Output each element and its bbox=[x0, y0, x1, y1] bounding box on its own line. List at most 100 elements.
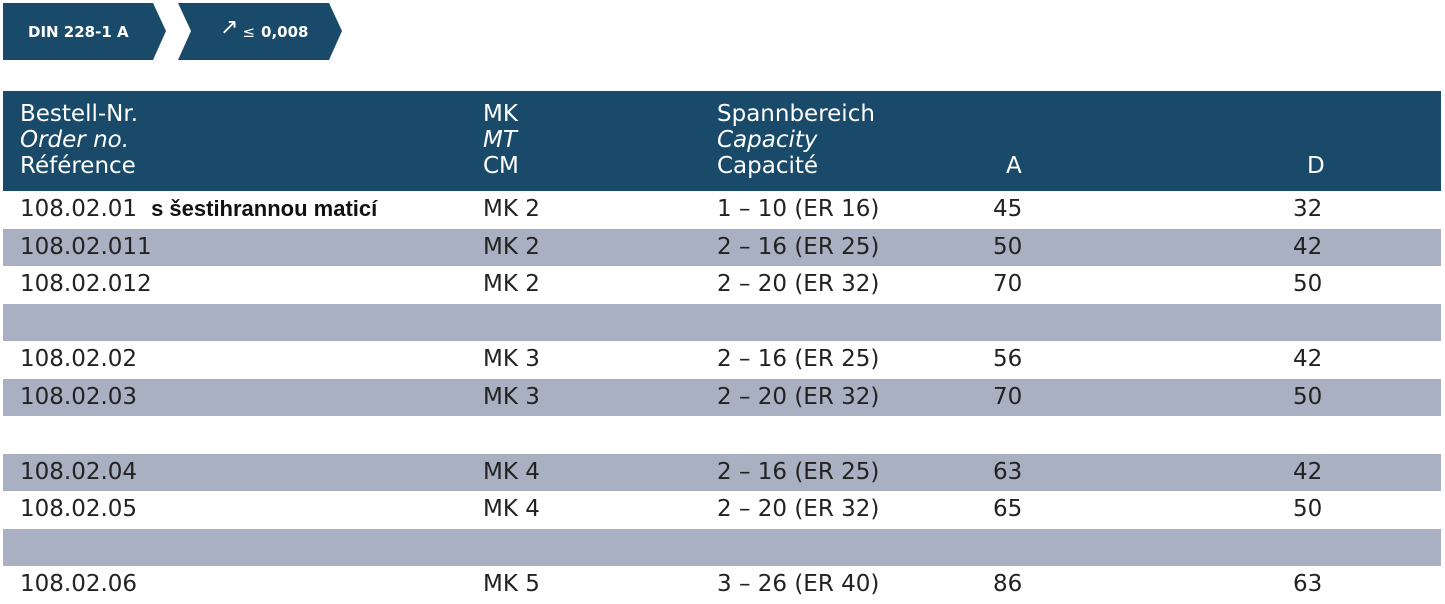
cell-d: 50 bbox=[1293, 496, 1363, 522]
cell-ref-text: 108.02.011 bbox=[20, 233, 152, 260]
cell-ref: 108.02.01 s šestihrannou maticí bbox=[20, 196, 377, 222]
cell-ref: 108.02.012 bbox=[20, 271, 152, 297]
cell-mk: MK 4 bbox=[483, 459, 540, 485]
cell-a: 50 bbox=[993, 234, 1053, 260]
table-row: 108.02.02 MK 3 2 – 16 (ER 25) 56 42 bbox=[3, 341, 1441, 379]
cell-d: 50 bbox=[1293, 384, 1363, 410]
table-row: 108.02.01 s šestihrannou maticí MK 2 1 – 10… bbox=[3, 191, 1441, 229]
cell-capacity: 2 – 16 (ER 25) bbox=[717, 459, 879, 485]
cell-d-text: 63 bbox=[1293, 571, 1323, 597]
cell-ref-text: 108.02.01 bbox=[20, 196, 138, 222]
cell-a: 86 bbox=[993, 571, 1053, 597]
cell-a: 63 bbox=[993, 459, 1053, 485]
cell-d: 42 bbox=[1293, 459, 1363, 485]
table-row: 108.02.06 MK 5 3 – 26 (ER 40) 86 63 bbox=[3, 566, 1441, 604]
cell-ref: 108.02.05 bbox=[20, 496, 137, 522]
cell-mk-text: MK 3 bbox=[483, 346, 540, 372]
cell-a: 56 bbox=[993, 346, 1053, 372]
cell-a-text: 86 bbox=[993, 571, 1023, 597]
standard-tag: DIN 228-1 A bbox=[3, 3, 166, 60]
cell-a: 70 bbox=[993, 384, 1053, 410]
cell-a-text: 65 bbox=[993, 496, 1023, 522]
cell-mk-text: MK 4 bbox=[483, 458, 540, 485]
cell-a-text: 63 bbox=[993, 458, 1023, 485]
cell-mk: MK 4 bbox=[483, 496, 540, 522]
cell-mk: MK 3 bbox=[483, 384, 540, 410]
table-header: Bestell-Nr. Order no. Référence MK MT CM… bbox=[3, 91, 1441, 191]
cell-mk-text: MK 3 bbox=[483, 383, 540, 410]
header-a: A bbox=[1006, 153, 1022, 179]
cell-mk-text: MK 4 bbox=[483, 496, 540, 522]
cell-ref: 108.02.011 bbox=[20, 234, 152, 260]
table-row bbox=[3, 528, 1441, 566]
cell-capacity: 2 – 16 (ER 25) bbox=[717, 234, 879, 260]
cell-capacity: 2 – 16 (ER 25) bbox=[717, 346, 879, 372]
header-mk-de: MK bbox=[483, 101, 518, 127]
row-note: s šestihrannou maticí bbox=[151, 196, 378, 221]
table-row: 108.02.03 MK 3 2 – 20 (ER 32) 70 50 bbox=[3, 378, 1441, 416]
cell-mk-text: MK 2 bbox=[483, 196, 540, 222]
standard-label: DIN 228-1 A bbox=[28, 22, 129, 41]
cell-mk-text: MK 2 bbox=[483, 271, 540, 297]
cell-mk: MK 2 bbox=[483, 196, 540, 222]
header-capacity-fr: Capacité bbox=[717, 153, 819, 179]
cell-capacity-text: 2 – 16 (ER 25) bbox=[717, 346, 880, 372]
cell-a-text: 70 bbox=[993, 383, 1023, 410]
header-ref-de: Bestell-Nr. bbox=[20, 101, 139, 127]
cell-ref: 108.02.04 bbox=[20, 459, 137, 485]
cell-ref-text: 108.02.012 bbox=[20, 271, 152, 297]
cell-d-text: 42 bbox=[1293, 458, 1323, 485]
header-mk-fr: CM bbox=[483, 153, 519, 179]
cell-capacity-text: 2 – 20 (ER 32) bbox=[717, 496, 880, 522]
cell-d-text: 50 bbox=[1293, 383, 1323, 410]
cell-mk: MK 5 bbox=[483, 571, 540, 597]
header-capacity-en: Capacity bbox=[717, 127, 818, 153]
cell-ref-text: 108.02.04 bbox=[20, 458, 138, 485]
cell-d-text: 50 bbox=[1293, 496, 1323, 522]
cell-a: 45 bbox=[993, 196, 1053, 222]
cell-d: 63 bbox=[1293, 571, 1363, 597]
cell-mk: MK 2 bbox=[483, 271, 540, 297]
header-capacity: Spannbereich Capacity Capacité bbox=[717, 101, 875, 179]
header-ref-en: Order no. bbox=[20, 127, 130, 153]
header-d: D bbox=[1307, 153, 1325, 179]
cell-a-text: 56 bbox=[993, 346, 1023, 372]
cell-a-text: 70 bbox=[993, 271, 1023, 297]
cell-mk-text: MK 2 bbox=[483, 233, 540, 260]
cell-ref: 108.02.02 bbox=[20, 346, 137, 372]
cell-mk: MK 2 bbox=[483, 234, 540, 260]
runout-tag: ↗ ≤ 0,008 bbox=[178, 3, 342, 60]
cell-d: 42 bbox=[1293, 234, 1363, 260]
table-row: 108.02.04 MK 4 2 – 16 (ER 25) 63 42 bbox=[3, 453, 1441, 491]
table-body: 108.02.01 s šestihrannou maticí MK 2 1 – 10… bbox=[3, 191, 1441, 604]
cell-capacity: 1 – 10 (ER 16) bbox=[717, 196, 879, 222]
cell-capacity-text: 2 – 16 (ER 25) bbox=[717, 233, 880, 260]
cell-capacity: 2 – 20 (ER 32) bbox=[717, 384, 879, 410]
cell-capacity: 3 – 26 (ER 40) bbox=[717, 571, 879, 597]
header-ref-fr: Référence bbox=[20, 153, 136, 179]
cell-capacity-text: 2 – 16 (ER 25) bbox=[717, 458, 880, 485]
cell-capacity-text: 1 – 10 (ER 16) bbox=[717, 196, 880, 222]
cell-d: 42 bbox=[1293, 346, 1363, 372]
cell-d-text: 42 bbox=[1293, 233, 1323, 260]
cell-capacity: 2 – 20 (ER 32) bbox=[717, 496, 879, 522]
cell-ref-text: 108.02.03 bbox=[20, 383, 138, 410]
cell-a: 65 bbox=[993, 496, 1053, 522]
cell-ref: 108.02.03 bbox=[20, 384, 137, 410]
table-row bbox=[3, 303, 1441, 341]
cell-d: 50 bbox=[1293, 271, 1363, 297]
header-mk: MK MT CM bbox=[483, 101, 519, 179]
cell-capacity-text: 2 – 20 (ER 32) bbox=[717, 271, 880, 297]
cell-a-text: 45 bbox=[993, 196, 1023, 222]
table-row: 108.02.011 MK 2 2 – 16 (ER 25) 50 42 bbox=[3, 228, 1441, 266]
cell-d-text: 42 bbox=[1293, 346, 1323, 372]
less-equal-symbol: ≤ bbox=[242, 22, 256, 41]
product-table: Bestell-Nr. Order no. Référence MK MT CM… bbox=[3, 91, 1441, 604]
table-row bbox=[3, 416, 1441, 454]
runout-value: 0,008 bbox=[261, 22, 309, 41]
table-row: 108.02.05 MK 4 2 – 20 (ER 32) 65 50 bbox=[3, 491, 1441, 529]
cell-capacity-text: 2 – 20 (ER 32) bbox=[717, 383, 880, 410]
table-row: 108.02.012 MK 2 2 – 20 (ER 32) 70 50 bbox=[3, 266, 1441, 304]
header-mk-en: MT bbox=[483, 127, 517, 153]
cell-a: 70 bbox=[993, 271, 1053, 297]
